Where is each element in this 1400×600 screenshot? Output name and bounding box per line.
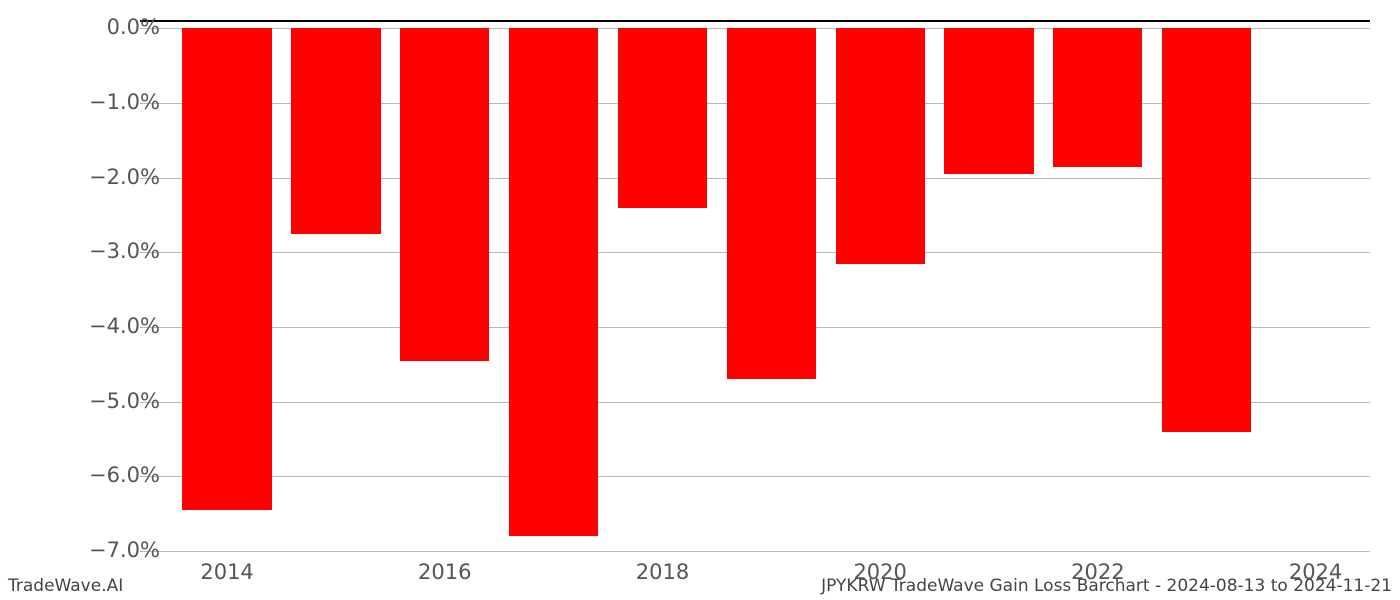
plot-area (140, 20, 1370, 550)
x-tick-label: 2014 (200, 560, 253, 584)
bar-chart (140, 20, 1370, 550)
y-tick-label: −5.0% (40, 389, 160, 413)
bar (400, 28, 489, 360)
bar (618, 28, 707, 207)
y-tick-label: −4.0% (40, 314, 160, 338)
gridline (140, 551, 1370, 552)
y-tick-label: −1.0% (40, 90, 160, 114)
y-tick-label: 0.0% (40, 15, 160, 39)
x-tick-label: 2016 (418, 560, 471, 584)
y-tick-label: −3.0% (40, 239, 160, 263)
bar (291, 28, 380, 233)
gridline (140, 476, 1370, 477)
axis-spine-top (140, 21, 1370, 22)
x-tick-label: 2024 (1289, 560, 1342, 584)
bar (509, 28, 598, 536)
footer-left-text: TradeWave.AI (8, 576, 123, 596)
bar (836, 28, 925, 263)
y-tick-label: −6.0% (40, 463, 160, 487)
x-tick-label: 2018 (636, 560, 689, 584)
y-tick-label: −2.0% (40, 165, 160, 189)
bar (1162, 28, 1251, 431)
bar (944, 28, 1033, 174)
y-tick-label: −7.0% (40, 538, 160, 562)
bar (1053, 28, 1142, 166)
bar (182, 28, 271, 509)
x-tick-label: 2022 (1071, 560, 1124, 584)
bar (727, 28, 816, 379)
x-tick-label: 2020 (853, 560, 906, 584)
